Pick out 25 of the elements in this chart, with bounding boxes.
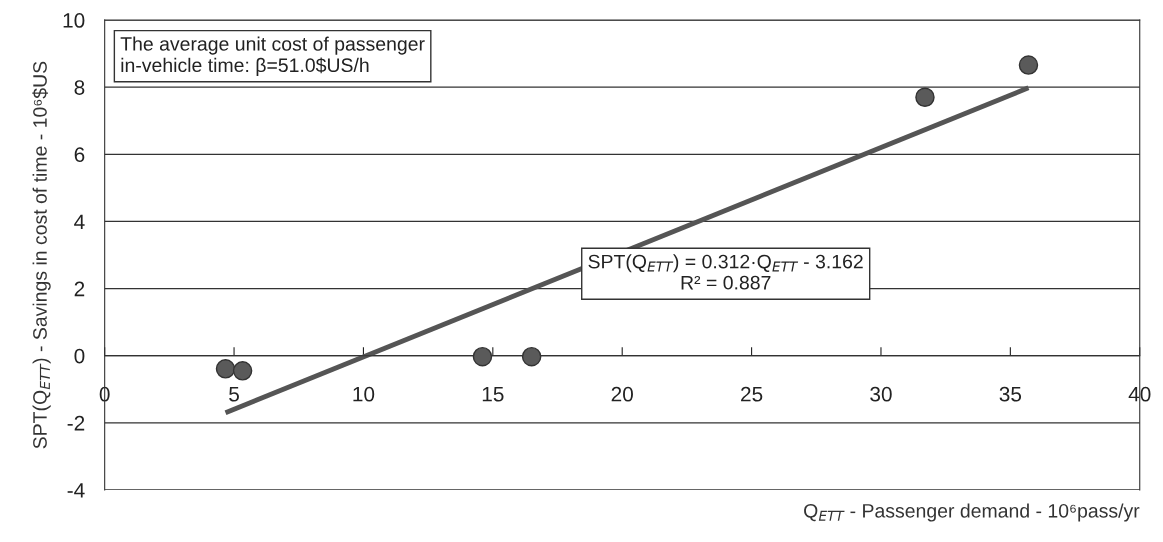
y-tick-label: 0 — [74, 348, 85, 364]
y-tick-label: 2 — [74, 281, 85, 297]
point — [232, 361, 253, 381]
x-tick-label: 30 — [870, 386, 892, 402]
x-axis-title: Q$_{ETT}$ - Passenger demand - 10⁶pass/yr — [804, 503, 1140, 522]
text: SPT(Q$_{ETT}$) = 0.312·Q$_{ETT}$ - 3.162 R² = 0.887 — [588, 254, 863, 290]
y-tick-label: -4 — [67, 483, 85, 498]
x-tick-label: 25 — [741, 386, 763, 402]
y-tick-label: 6 — [74, 147, 85, 163]
point — [521, 346, 542, 367]
x-tick-label: 10 — [353, 386, 375, 402]
point — [472, 346, 493, 367]
y-tick-label: 8 — [74, 80, 85, 95]
x-tick-label: 20 — [611, 386, 633, 402]
x-tick-label: 15 — [482, 387, 504, 402]
x-tick-label: 35 — [999, 386, 1022, 402]
y-axis-title: SPT(Q$_{ETT}$) - Savings in cost of time - 10⁶$US — [32, 61, 51, 449]
y-tick-label: 10 — [63, 13, 85, 28]
point — [1018, 55, 1039, 75]
y-tick-label: 4 — [74, 214, 85, 229]
x-tick-label: 5 — [229, 387, 239, 402]
point — [915, 87, 935, 108]
point — [215, 359, 236, 379]
y-tick-label: -2 — [67, 415, 85, 431]
annotation: The average unit cost of passenger in-vehicle time: β=51.0$US/h — [120, 36, 425, 76]
